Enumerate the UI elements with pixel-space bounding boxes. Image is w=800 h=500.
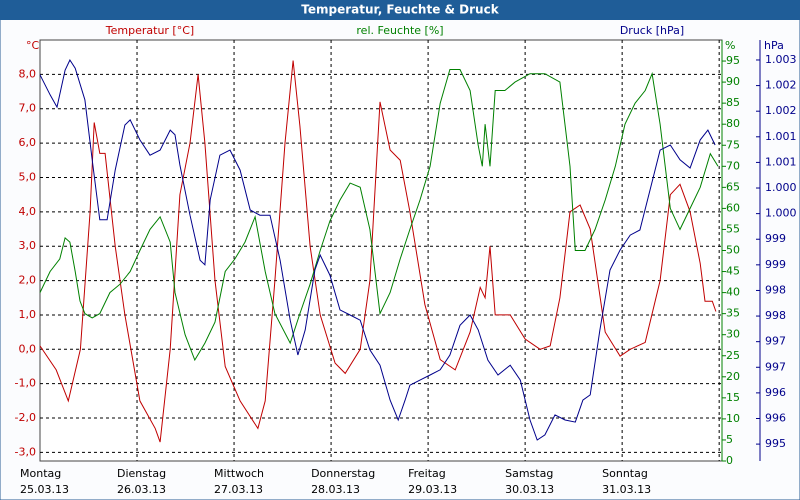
y-tick-label: 7,0 xyxy=(19,102,37,115)
y3-tick-label: 1.000 xyxy=(765,207,797,220)
x-tick-date: 30.03.13 xyxy=(505,483,554,496)
y-tick-label: 6,0 xyxy=(19,136,37,149)
x-tick-date: 29.03.13 xyxy=(408,483,457,496)
y3-tick-label: 998 xyxy=(765,309,786,322)
y-tick-label: -2,0 xyxy=(15,411,36,424)
x-tick-label: Mittwoch xyxy=(214,467,264,480)
y3-tick-label: 997 xyxy=(765,360,786,373)
x-tick-date: 27.03.13 xyxy=(214,483,263,496)
y3-tick-label: 998 xyxy=(765,283,786,296)
x-tick-date: 28.03.13 xyxy=(311,483,360,496)
series-line xyxy=(39,58,716,441)
y3-tick-label: 1.001 xyxy=(765,130,797,143)
x-tick-label: Donnerstag xyxy=(311,467,375,480)
y-tick-label: -1,0 xyxy=(15,377,36,390)
y2-tick-label: 50 xyxy=(726,244,740,257)
y-tick-label: -3,0 xyxy=(15,445,36,458)
y2-tick-label: 70 xyxy=(726,159,740,172)
y2-tick-label: 15 xyxy=(726,391,740,404)
y2-tick-label: 35 xyxy=(726,307,740,320)
y2-tick-label: 55 xyxy=(726,222,740,235)
y2-tick-label: 80 xyxy=(726,117,740,130)
x-tick-label: Samstag xyxy=(505,467,553,480)
y2-tick-label: 20 xyxy=(726,370,740,383)
y-tick-label: 8,0 xyxy=(19,67,37,80)
x-tick-date: 25.03.13 xyxy=(20,483,69,496)
y-tick-label: 2,0 xyxy=(19,274,37,287)
plot-area xyxy=(39,39,723,462)
y2-axis-title: rel. Feuchte [%] xyxy=(356,24,443,37)
y3-tick-label: 1.000 xyxy=(765,181,797,194)
y-axis-title: Temperatur [°C] xyxy=(105,24,194,37)
y3-tick-label: 999 xyxy=(765,258,786,271)
y2-tick-label: 85 xyxy=(726,96,740,109)
y2-tick-label: 90 xyxy=(726,75,740,88)
y-tick-label: 3,0 xyxy=(19,239,37,252)
y3-tick-label: 1.003 xyxy=(765,53,797,66)
series-line xyxy=(39,69,719,362)
y-tick-label: 4,0 xyxy=(19,205,37,218)
y2-tick-label: 30 xyxy=(726,328,740,341)
x-tick-date: 31.03.13 xyxy=(602,483,651,496)
y3-tick-label: 999 xyxy=(765,232,786,245)
y2-tick-label: 5 xyxy=(726,433,733,446)
x-tick-label: Sonntag xyxy=(602,467,648,480)
y3-tick-label: 996 xyxy=(765,386,786,399)
y3-tick-label: 1.001 xyxy=(765,155,797,168)
y3-tick-label: 997 xyxy=(765,335,786,348)
y2-tick-label: 0 xyxy=(726,454,733,467)
y-tick-label: 5,0 xyxy=(19,170,37,183)
y3-tick-label: 1.002 xyxy=(765,104,797,117)
y2-tick-label: 95 xyxy=(726,54,740,67)
y3-tick-label: 996 xyxy=(765,411,786,424)
y2-tick-label: 40 xyxy=(726,286,740,299)
series-line xyxy=(39,60,717,443)
x-tick-date: 26.03.13 xyxy=(117,483,166,496)
y3-unit: hPa xyxy=(764,39,784,52)
title-bar xyxy=(0,0,800,20)
y2-tick-label: 10 xyxy=(726,412,740,425)
y3-tick-label: 1.002 xyxy=(765,79,797,92)
chart-title: Temperatur, Feuchte & Druck xyxy=(301,3,499,17)
x-tick-label: Dienstag xyxy=(117,467,166,480)
y2-tick-label: 25 xyxy=(726,349,740,362)
y-unit: °C xyxy=(26,39,40,52)
y2-tick-label: 65 xyxy=(726,180,740,193)
y-tick-label: 0,0 xyxy=(19,342,37,355)
x-tick-label: Montag xyxy=(20,467,61,480)
y2-tick-label: 60 xyxy=(726,201,740,214)
y2-tick-label: 45 xyxy=(726,265,740,278)
y3-axis-title: Druck [hPa] xyxy=(620,24,684,37)
y3-tick-label: 995 xyxy=(765,437,786,450)
y2-tick-label: 75 xyxy=(726,138,740,151)
y-tick-label: 1,0 xyxy=(19,308,37,321)
y2-unit: % xyxy=(725,39,735,52)
x-tick-label: Freitag xyxy=(408,467,446,480)
